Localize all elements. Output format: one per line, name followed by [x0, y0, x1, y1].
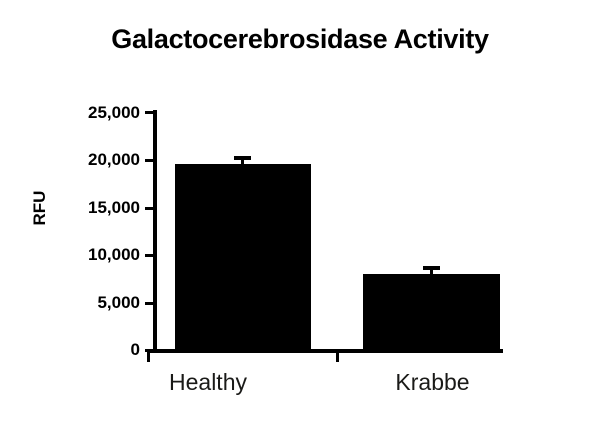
- errorbar-cap-krabbe: [423, 266, 440, 271]
- y-tick-mark-20000: [145, 159, 155, 162]
- bar-krabbe: [363, 273, 500, 350]
- y-tick-mark-15000: [145, 207, 155, 210]
- bar-healthy: [175, 164, 311, 350]
- y-tick-mark-5000: [145, 302, 155, 305]
- y-tick-mark-25000: [145, 111, 155, 114]
- x-category-label-healthy: Healthy: [169, 369, 247, 395]
- y-tick-label-10000: 10,000: [88, 245, 140, 264]
- x-category-label-krabbe: Krabbe: [395, 369, 470, 395]
- x-axis-mid-tick: [336, 352, 339, 362]
- chart-title: Galactocerebrosidase Activity: [111, 24, 489, 54]
- y-tick-label-0: 0: [130, 340, 140, 359]
- x-axis-line: [147, 349, 503, 353]
- y-axis-tick-labels: 25,000 20,000 15,000 10,000 5,000 0: [45, 0, 140, 432]
- y-tick-mark-10000: [145, 254, 155, 257]
- errorbar-cap-healthy: [234, 155, 251, 160]
- y-tick-label-5000: 5,000: [97, 293, 140, 312]
- errorbar-stem-krabbe: [430, 270, 433, 274]
- y-tick-label-25000: 25,000: [88, 103, 140, 122]
- plot-area: [155, 112, 502, 350]
- errorbar-stem-healthy: [241, 159, 244, 165]
- x-axis-left-tick: [147, 352, 150, 362]
- y-tick-label-20000: 20,000: [88, 150, 140, 169]
- y-tick-label-15000: 15,000: [88, 198, 140, 217]
- y-axis-line: [153, 110, 157, 352]
